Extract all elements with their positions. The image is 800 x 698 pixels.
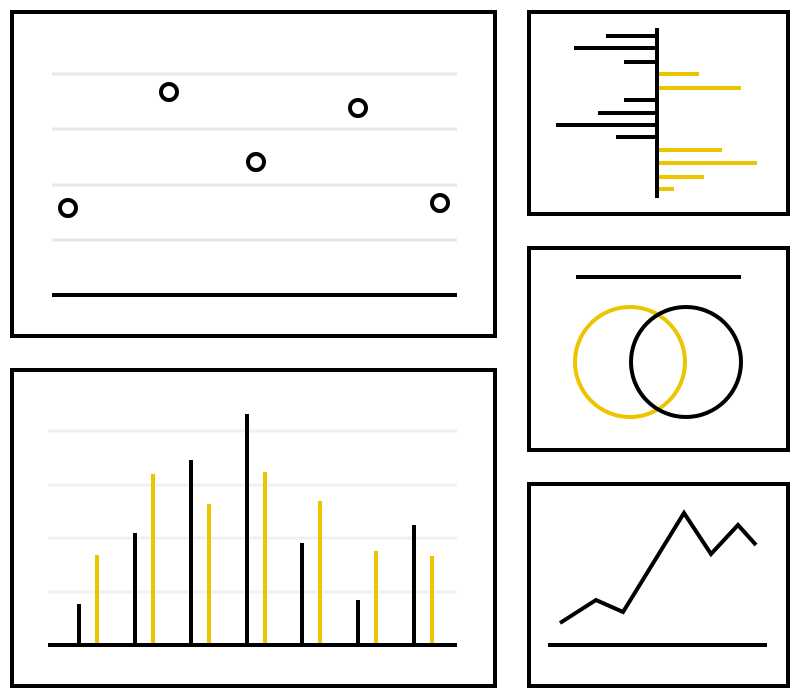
venn-circle bbox=[629, 305, 743, 419]
panel-frame bbox=[10, 368, 497, 688]
panel-frame bbox=[10, 10, 497, 338]
bar-panel bbox=[10, 368, 497, 688]
diverging-panel bbox=[527, 10, 790, 216]
dot bbox=[246, 152, 266, 172]
dot-panel bbox=[10, 10, 497, 338]
venn-circle bbox=[573, 305, 687, 419]
line-panel bbox=[527, 482, 790, 688]
panel-frame bbox=[527, 482, 790, 688]
dot bbox=[348, 98, 368, 118]
line bbox=[558, 509, 758, 625]
panel-frame bbox=[527, 246, 790, 452]
venn-panel bbox=[527, 246, 790, 452]
panel-frame bbox=[527, 10, 790, 216]
dot bbox=[159, 82, 179, 102]
dot bbox=[430, 193, 450, 213]
dot bbox=[58, 198, 78, 218]
